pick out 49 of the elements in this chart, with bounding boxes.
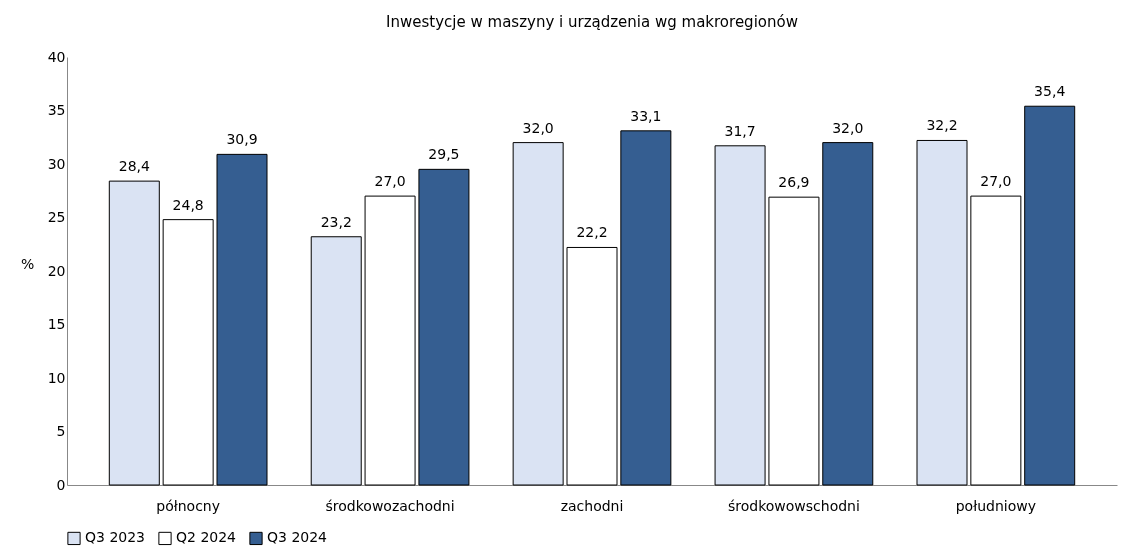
legend-label: Q3 2023	[85, 529, 146, 546]
y-tick-label: 40	[47, 48, 66, 65]
x-tick-label: północny	[156, 497, 221, 514]
data-label: 35,4	[1034, 83, 1066, 100]
data-label: 27,0	[374, 173, 406, 190]
legend-label: Q3 2024	[267, 529, 328, 546]
y-tick-label: 15	[47, 316, 66, 332]
data-label: 32,0	[832, 119, 864, 136]
y-tick-label: 35	[47, 102, 66, 118]
data-label: 23,2	[320, 213, 352, 230]
bar	[620, 130, 672, 486]
y-tick-label: 20	[47, 262, 66, 279]
bar	[822, 142, 874, 486]
data-label: 29,5	[428, 146, 460, 163]
data-label: 30,9	[226, 131, 258, 148]
bar	[1024, 105, 1076, 486]
chart-title: Inwestycje w maszyny i urządzenia wg makroregionów	[386, 13, 798, 31]
bar	[310, 236, 362, 486]
bar	[364, 195, 416, 486]
legend-label: Q2 2024	[176, 529, 237, 546]
y-tick-label: 0	[56, 476, 66, 493]
bar	[162, 219, 214, 486]
x-tick-label: środkowowschodni	[727, 497, 860, 514]
data-label: 33,1	[630, 107, 662, 124]
x-tick-label: południowy	[955, 497, 1036, 514]
bar	[714, 145, 766, 486]
bar	[418, 168, 470, 486]
x-tick-label: środkowozachodni	[325, 497, 455, 514]
bar	[916, 139, 968, 486]
data-label: 32,2	[926, 117, 958, 134]
data-label: 22,2	[576, 224, 608, 241]
y-tick-label: 25	[47, 209, 66, 225]
y-tick-label: 10	[47, 369, 66, 386]
data-label: 27,0	[980, 173, 1012, 190]
data-label: 24,8	[172, 196, 204, 213]
bar	[970, 195, 1022, 486]
bar	[512, 142, 564, 486]
y-tick-label: 30	[47, 155, 66, 172]
data-label: 32,0	[522, 119, 554, 136]
data-label: 28,4	[118, 158, 150, 175]
bar	[768, 196, 820, 486]
bar	[566, 246, 618, 486]
y-tick-label: 5	[56, 423, 66, 439]
bar	[108, 180, 160, 486]
data-label: 26,9	[778, 174, 810, 191]
y-axis-title: %	[21, 255, 35, 272]
data-label: 31,7	[724, 122, 756, 139]
bar	[216, 153, 268, 486]
x-tick-label: zachodni	[560, 497, 624, 514]
